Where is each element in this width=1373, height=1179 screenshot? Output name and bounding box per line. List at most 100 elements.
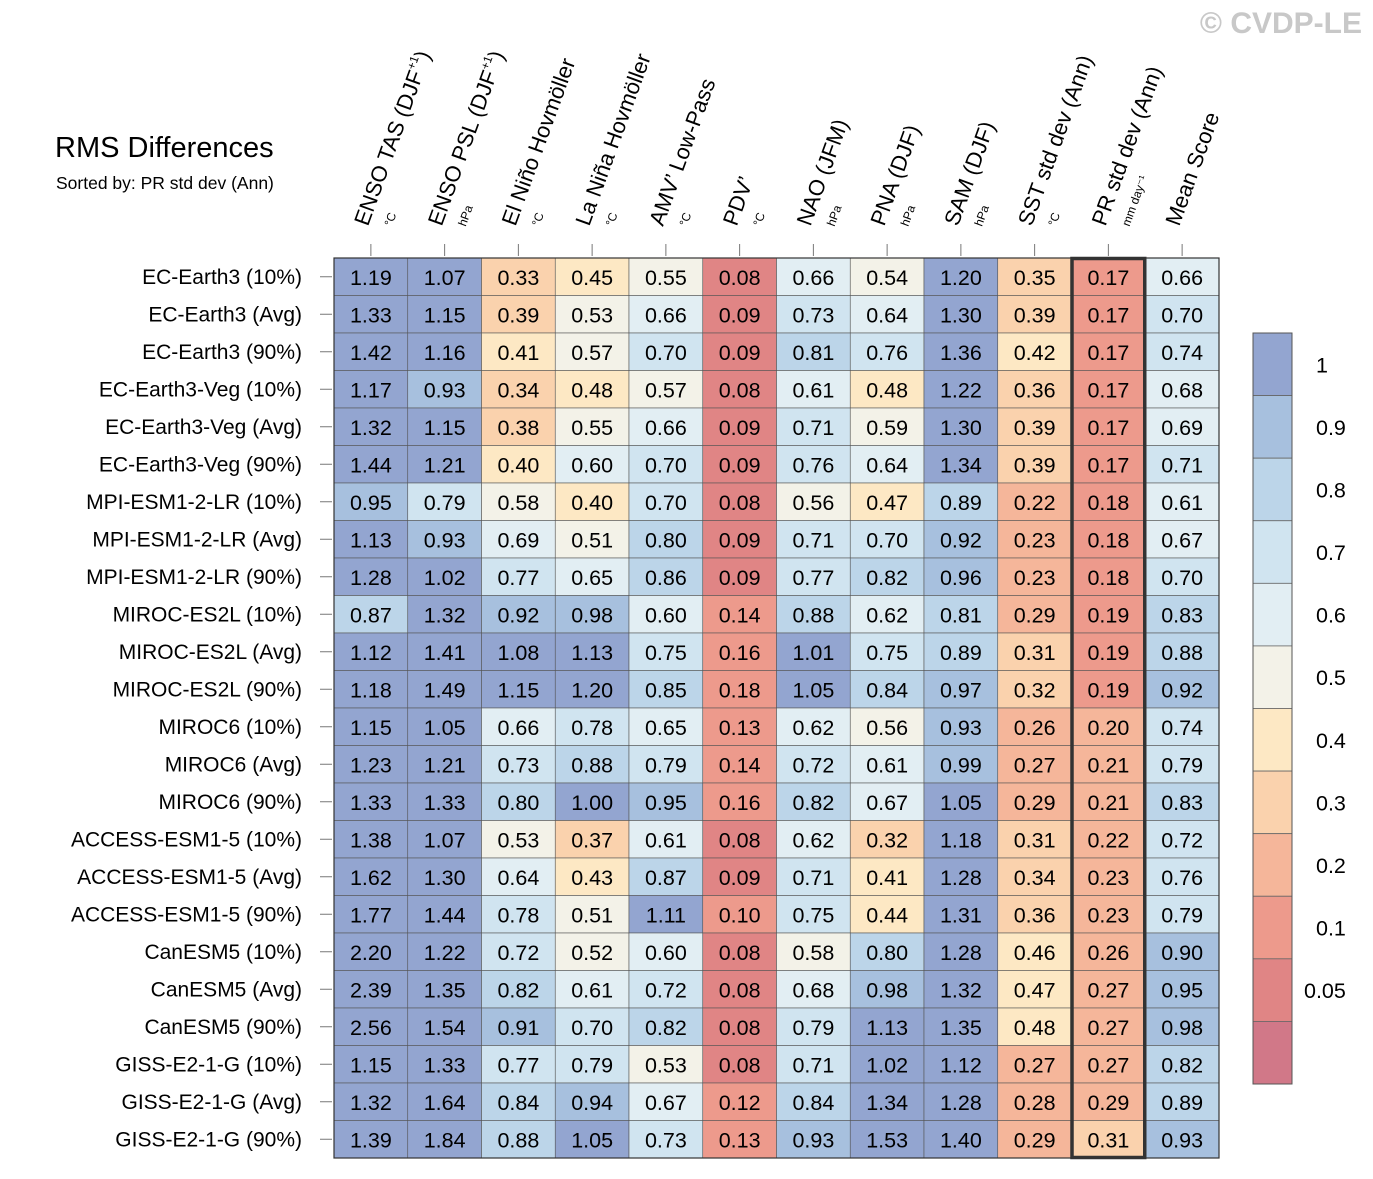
- heatmap-cell: [702, 932, 777, 971]
- cell-value-label: 0.86: [645, 566, 687, 590]
- cell-value-label: 0.09: [719, 566, 761, 590]
- cell-value-label: 1.44: [350, 453, 392, 477]
- cell-value-label: 0.08: [719, 941, 761, 965]
- heatmap-cell: [628, 782, 704, 821]
- colorbar-swatch: [1252, 332, 1293, 396]
- cell-value-label: 0.27: [1087, 1053, 1129, 1077]
- cell-value-label: 1.17: [350, 378, 392, 402]
- column-label: NAO (JFM): [792, 116, 854, 229]
- cell-value-label: 0.09: [719, 341, 761, 365]
- cell-value-label: 0.12: [719, 1091, 761, 1115]
- cell-value-label: 1.15: [424, 416, 466, 440]
- colorbar-tick-label: 0.3: [1316, 791, 1346, 815]
- heatmap-cell: [407, 407, 482, 446]
- row-label: GISS-E2-1-G (10%): [115, 1053, 302, 1076]
- heatmap-cell: [554, 932, 630, 971]
- cell-value-label: 1.44: [424, 903, 466, 927]
- heatmap-cell: [628, 670, 704, 709]
- heatmap-cell: [849, 407, 925, 446]
- cell-value-label: 0.53: [497, 828, 539, 852]
- heatmap-cell: [481, 1007, 556, 1046]
- heatmap-cell: [702, 1007, 777, 1046]
- row-labels: EC-Earth3 (10%) EC-Earth3 (Avg) EC-Earth3 …: [71, 266, 332, 1151]
- heatmap-cell: [849, 557, 925, 596]
- cell-value-label: 0.46: [1014, 941, 1056, 965]
- cell-value-label: 0.65: [571, 566, 613, 590]
- cell-value-label: 0.29: [1014, 791, 1056, 815]
- cell-value-label: 1.30: [424, 866, 466, 890]
- cell-value-label: 0.36: [1014, 378, 1056, 402]
- cell-value-label: 0.27: [1087, 1016, 1129, 1040]
- cell-value-label: 1.20: [571, 678, 613, 702]
- heatmap-cell: [1144, 445, 1220, 484]
- cell-value-label: 1.32: [350, 416, 392, 440]
- cell-value-label: 0.62: [792, 828, 834, 852]
- cell-value-label: 0.48: [571, 378, 613, 402]
- cell-value-label: 1.16: [424, 341, 466, 365]
- heatmap-cell: [628, 1007, 704, 1046]
- heatmap-cell: [923, 407, 999, 446]
- cell-value-label: 0.22: [1087, 828, 1129, 852]
- cell-value-label: 0.82: [1161, 1053, 1203, 1077]
- heatmap-cell: [702, 295, 777, 334]
- cell-value-label: 0.08: [719, 828, 761, 852]
- heatmap-cell: [407, 370, 482, 409]
- cell-value-label: 1.08: [497, 641, 539, 665]
- cell-value-label: 0.88: [1161, 641, 1203, 665]
- heatmap-cell: [407, 670, 482, 709]
- heatmap-cell: [1071, 370, 1146, 409]
- heatmap-cell: [554, 482, 630, 521]
- cell-value-label: 1.33: [350, 791, 392, 815]
- cell-value-label: 1.13: [350, 528, 392, 552]
- heatmap-cell: [407, 557, 482, 596]
- row-label: GISS-E2-1-G (90%): [115, 1128, 302, 1151]
- cell-value-label: 0.44: [866, 903, 908, 927]
- heatmap-cell: [407, 632, 482, 671]
- heatmap-cell: [407, 1045, 482, 1084]
- cell-value-label: 0.27: [1087, 978, 1129, 1002]
- heatmap-cell: [849, 370, 925, 409]
- cell-value-label: 0.72: [497, 941, 539, 965]
- heatmap-cell: [333, 745, 409, 784]
- heatmap-cell: [628, 970, 704, 1009]
- cell-value-label: 0.75: [866, 641, 908, 665]
- cell-value-label: 0.16: [719, 641, 761, 665]
- cell-value-label: 0.41: [497, 341, 539, 365]
- heatmap-cell: [554, 820, 630, 859]
- heatmap-cell: [776, 482, 851, 521]
- heatmap-cell: [628, 745, 704, 784]
- cell-value-label: 0.18: [1087, 528, 1129, 552]
- heatmap-cell: [923, 670, 999, 709]
- row-label: MIROC-ES2L (90%): [113, 678, 302, 701]
- cell-value-label: 0.19: [1087, 641, 1129, 665]
- cell-value-label: 0.70: [1161, 303, 1203, 327]
- cell-value-label: 0.64: [866, 303, 908, 327]
- heatmap-cell: [702, 782, 777, 821]
- cell-value-label: 0.09: [719, 416, 761, 440]
- cell-value-label: 0.08: [719, 378, 761, 402]
- heatmap-cell: [554, 632, 630, 671]
- heatmap-cell: [628, 932, 704, 971]
- heatmap-cell: [1144, 332, 1220, 371]
- cell-value-label: 1.28: [940, 866, 982, 890]
- heatmap-cell: [997, 932, 1072, 971]
- heatmap-cells: 1.19 1.07 0.33 0.45 0.55 0.08 0.66 0.54 1.20 0.35…: [333, 257, 1220, 1159]
- cell-value-label: 1.35: [940, 1016, 982, 1040]
- heatmap-cell: [333, 970, 409, 1009]
- cell-value-label: 1.12: [940, 1053, 982, 1077]
- row-label: EC-Earth3 (90%): [142, 341, 302, 364]
- cell-value-label: 1.41: [424, 641, 466, 665]
- colorbar-tick-label: 1: [1316, 353, 1328, 377]
- heatmap-cell: [849, 595, 925, 634]
- sorted-column-highlight: [1070, 256, 1147, 1160]
- column-label: Mean Score: [1160, 109, 1224, 229]
- heatmap-cell: [1071, 482, 1146, 521]
- row-label: MIROC-ES2L (Avg): [119, 641, 302, 664]
- cell-value-label: 1.07: [424, 828, 466, 852]
- cell-value-label: 0.83: [1161, 791, 1203, 815]
- cell-value-label: 0.89: [940, 641, 982, 665]
- cell-value-label: 0.32: [1014, 678, 1056, 702]
- heatmap-cell: [702, 970, 777, 1009]
- cell-value-label: 0.95: [645, 791, 687, 815]
- heatmap-cell: [481, 1120, 556, 1159]
